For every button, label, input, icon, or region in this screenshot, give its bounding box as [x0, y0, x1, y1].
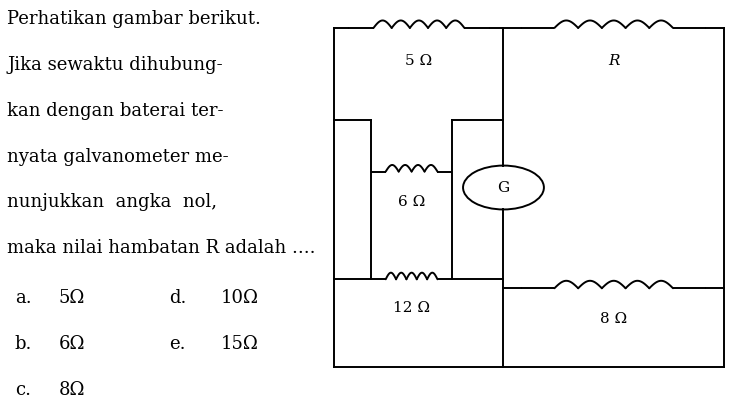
Text: 12 Ω: 12 Ω — [393, 301, 430, 315]
Text: b.: b. — [15, 335, 32, 353]
Text: 10Ω: 10Ω — [220, 289, 259, 307]
Text: 15Ω: 15Ω — [220, 335, 259, 353]
Text: d.: d. — [169, 289, 187, 307]
Text: 8Ω: 8Ω — [59, 381, 85, 399]
Text: G: G — [498, 181, 509, 195]
Text: 5Ω: 5Ω — [59, 289, 85, 307]
Text: R: R — [608, 54, 620, 68]
Text: maka nilai hambatan R adalah ....: maka nilai hambatan R adalah .... — [7, 239, 316, 258]
Text: e.: e. — [169, 335, 185, 353]
Text: 6Ω: 6Ω — [59, 335, 85, 353]
Text: c.: c. — [15, 381, 31, 399]
Text: kan dengan baterai ter-: kan dengan baterai ter- — [7, 102, 224, 120]
Text: nyata galvanometer me-: nyata galvanometer me- — [7, 147, 229, 166]
Text: Perhatikan gambar berikut.: Perhatikan gambar berikut. — [7, 10, 261, 28]
Text: a.: a. — [15, 289, 32, 307]
Text: 6 Ω: 6 Ω — [398, 195, 426, 210]
Text: Jika sewaktu dihubung-: Jika sewaktu dihubung- — [7, 56, 223, 74]
Text: 5 Ω: 5 Ω — [406, 54, 432, 68]
Text: nunjukkan  angka  nol,: nunjukkan angka nol, — [7, 193, 218, 212]
Text: 8 Ω: 8 Ω — [600, 312, 627, 326]
